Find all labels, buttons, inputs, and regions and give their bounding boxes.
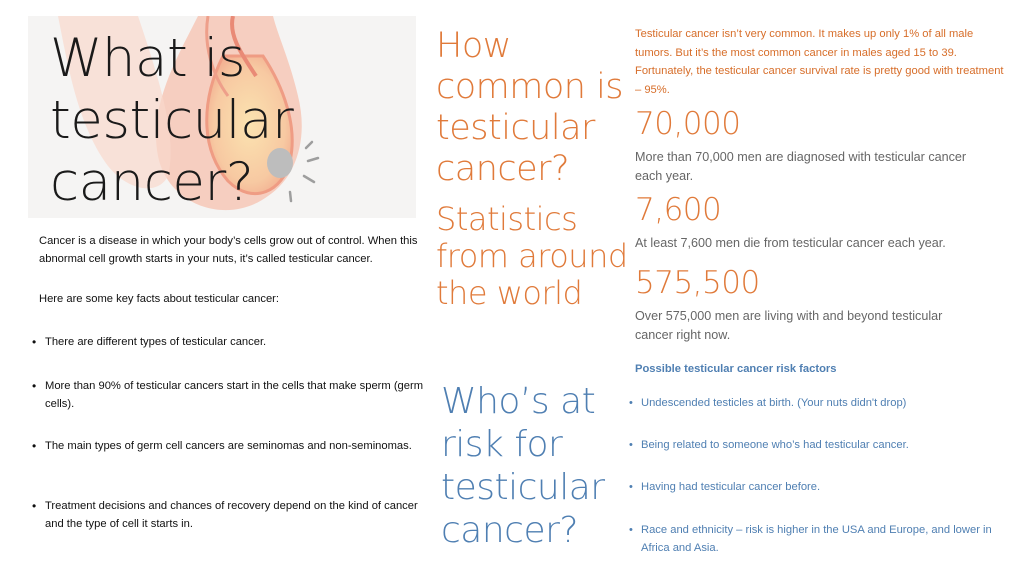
list-item: Race and ethnicity – risk is higher in t… xyxy=(627,522,1016,557)
stat-number: 7,600 xyxy=(635,192,722,228)
statistics-heading: Statistics from around the world xyxy=(436,200,628,312)
how-common-paragraph: Testicular cancer isn’t very common. It … xyxy=(635,28,1004,96)
stat-block: 70,000 More than 70,000 men are diagnose… xyxy=(635,106,980,186)
list-item: There are different types of testicular … xyxy=(30,334,425,352)
page-title: What is testicular cancer? xyxy=(50,28,294,213)
stat-description: At least 7,600 men die from testicular c… xyxy=(635,236,946,250)
list-item: Being related to someone who’s had testi… xyxy=(627,437,1016,455)
stat-description: Over 575,000 men are living with and bey… xyxy=(635,309,943,342)
intro-paragraph: Cancer is a disease in which your body’s… xyxy=(39,235,418,265)
list-item: Having had testicular cancer before. xyxy=(627,479,1016,497)
how-common-heading: How common is testicular cancer? xyxy=(436,26,624,189)
risk-factors-title: Possible testicular cancer risk factors xyxy=(635,363,837,375)
stat-block: 7,600 At least 7,600 men die from testic… xyxy=(635,192,980,253)
list-item: Treatment decisions and chances of recov… xyxy=(30,498,425,533)
facts-lead: Here are some key facts about testicular… xyxy=(39,293,280,305)
anatomical-illustration xyxy=(58,16,320,211)
risk-heading: Who’s at risk for testicular cancer? xyxy=(441,381,605,551)
list-item: More than 90% of testicular cancers star… xyxy=(30,378,425,413)
stat-description: More than 70,000 men are diagnosed with … xyxy=(635,150,967,183)
stat-block: 575,500 Over 575,000 men are living with… xyxy=(635,265,980,345)
list-item: The main types of germ cell cancers are … xyxy=(30,438,425,456)
stat-number: 70,000 xyxy=(635,106,741,142)
stat-number: 575,500 xyxy=(635,265,760,301)
list-item: Undescended testicles at birth. (Your nu… xyxy=(627,395,1016,413)
hero-panel: What is testicular cancer? xyxy=(28,16,416,218)
